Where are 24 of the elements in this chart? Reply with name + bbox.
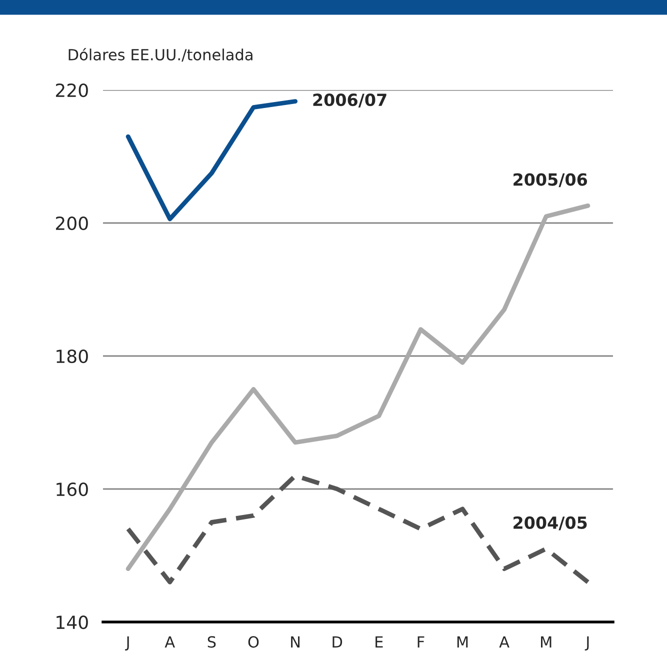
x-tick-label: N — [291, 636, 300, 648]
y-tick-label: 140 — [56, 615, 88, 630]
x-tick-label: J — [584, 636, 589, 651]
x-tick-label: E — [376, 636, 383, 648]
series-label: 2004/05 — [514, 516, 587, 530]
series-label: 2005/06 — [514, 173, 588, 188]
x-tick-label: D — [332, 636, 342, 648]
y-tick-label: 180 — [56, 349, 88, 364]
x-tick-label: A — [499, 636, 510, 648]
x-tick-label: M — [457, 636, 468, 648]
line-series — [126, 203, 590, 572]
series-label: 2006/07 — [313, 94, 386, 108]
y-tick-label: 220 — [56, 83, 88, 98]
x-tick-label: F — [418, 636, 424, 648]
x-tick-label: J — [125, 636, 129, 651]
y-tick-label: 160 — [56, 482, 88, 496]
x-tick-label: M — [541, 636, 552, 648]
x-tick-label: O — [248, 636, 259, 648]
y-tick-label: 200 — [56, 216, 88, 230]
y-axis-title: Dólares EE.UU./tonelada — [68, 48, 252, 62]
line-series — [126, 473, 590, 584]
x-tick-label: S — [208, 636, 216, 648]
line-series — [126, 99, 298, 222]
x-tick-label: A — [164, 636, 175, 648]
